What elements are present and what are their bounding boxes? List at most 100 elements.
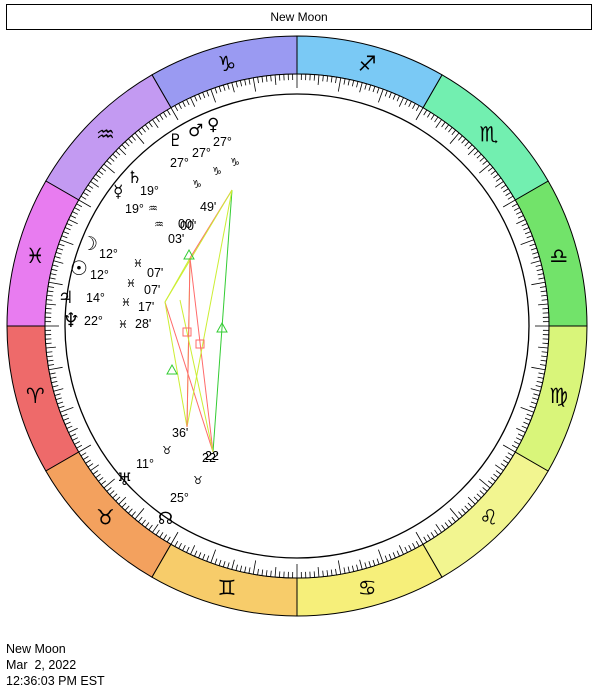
degree-tick bbox=[326, 570, 329, 577]
degree-tick bbox=[517, 433, 524, 437]
aspect-line bbox=[164, 189, 233, 303]
degree-tick bbox=[274, 74, 277, 85]
degree-tick bbox=[479, 163, 491, 174]
degree-tick bbox=[530, 247, 537, 251]
degree-tick bbox=[376, 87, 380, 94]
degree-tick bbox=[109, 490, 115, 495]
sign-glyph-aquarius: ♒︎ bbox=[96, 122, 115, 146]
degree-tick bbox=[124, 505, 130, 511]
degree-tick bbox=[326, 75, 329, 82]
trine-aspect-marker bbox=[166, 363, 178, 375]
planet-sign-saturn: ♒︎ bbox=[148, 202, 158, 215]
degree-tick bbox=[95, 473, 101, 478]
degree-tick bbox=[166, 109, 171, 116]
degree-tick bbox=[396, 95, 400, 102]
degree-tick bbox=[244, 566, 247, 573]
chart-footer: New Moon Mar 2, 2022 12:36:03 PM EST bbox=[6, 641, 105, 689]
degree-tick bbox=[261, 569, 264, 576]
planet-minute-mercury: 03' bbox=[168, 232, 184, 246]
degree-tick bbox=[537, 273, 544, 276]
degree-tick bbox=[516, 427, 526, 433]
degree-tick bbox=[206, 90, 210, 97]
degree-tick bbox=[531, 366, 546, 371]
sign-glyph-capricorn: ♑︎ bbox=[217, 52, 236, 76]
degree-tick bbox=[85, 188, 91, 193]
degree-tick bbox=[516, 219, 526, 225]
degree-tick bbox=[163, 112, 167, 118]
degree-tick bbox=[170, 107, 179, 121]
degree-tick bbox=[505, 192, 511, 196]
degree-tick bbox=[50, 273, 57, 276]
degree-tick bbox=[58, 243, 65, 247]
degree-tick bbox=[540, 290, 547, 293]
degree-tick bbox=[347, 566, 350, 573]
degree-tick bbox=[529, 243, 536, 247]
aspect-line bbox=[164, 301, 188, 428]
degree-tick bbox=[451, 516, 456, 523]
degree-tick bbox=[530, 401, 537, 405]
degree-tick bbox=[495, 181, 504, 188]
degree-tick bbox=[435, 524, 442, 533]
degree-tick bbox=[514, 207, 520, 211]
degree-tick bbox=[351, 80, 355, 87]
degree-tick bbox=[109, 157, 115, 162]
degree-tick bbox=[121, 144, 127, 150]
degree-tick bbox=[479, 490, 485, 495]
degree-tick bbox=[76, 203, 83, 208]
degree-tick bbox=[244, 79, 247, 86]
degree-tick bbox=[526, 413, 533, 417]
degree-tick bbox=[520, 239, 534, 245]
degree-tick bbox=[538, 277, 545, 280]
degree-tick bbox=[106, 487, 112, 492]
degree-tick bbox=[517, 215, 524, 219]
degree-tick bbox=[265, 75, 268, 82]
degree-tick bbox=[473, 496, 479, 502]
degree-tick bbox=[538, 372, 545, 375]
degree-tick bbox=[118, 496, 127, 505]
degree-tick bbox=[487, 480, 494, 485]
degree-tick bbox=[530, 260, 541, 264]
degree-tick bbox=[63, 417, 70, 421]
degree-tick bbox=[322, 570, 324, 577]
degree-tick bbox=[68, 219, 78, 225]
degree-tick bbox=[76, 444, 83, 449]
degree-tick bbox=[495, 464, 504, 471]
degree-tick bbox=[523, 227, 530, 231]
planet-minute-sun: 07' bbox=[144, 283, 160, 297]
degree-tick bbox=[182, 545, 186, 551]
degree-tick bbox=[159, 114, 164, 120]
degree-tick bbox=[514, 441, 520, 445]
degree-tick bbox=[378, 549, 384, 563]
degree-tick bbox=[521, 425, 528, 429]
degree-tick bbox=[261, 76, 264, 83]
degree-tick bbox=[537, 376, 544, 379]
degree-tick bbox=[47, 290, 54, 293]
degree-tick bbox=[412, 543, 416, 549]
degree-tick bbox=[131, 511, 136, 517]
degree-tick bbox=[163, 534, 167, 540]
degree-tick bbox=[356, 81, 359, 88]
degree-tick bbox=[206, 555, 210, 562]
degree-tick bbox=[218, 559, 222, 566]
degree-tick bbox=[398, 545, 404, 555]
degree-tick bbox=[524, 231, 531, 235]
degree-tick bbox=[317, 567, 320, 578]
planet-minute-pluto: 49' bbox=[200, 200, 216, 214]
degree-tick bbox=[415, 107, 424, 121]
degree-tick bbox=[539, 364, 546, 366]
degree-tick bbox=[145, 124, 150, 130]
degree-tick bbox=[128, 508, 133, 514]
degree-tick bbox=[166, 536, 171, 543]
degree-tick bbox=[493, 473, 499, 478]
planet-glyph-neptune: ♆ bbox=[62, 308, 80, 332]
degree-tick bbox=[57, 247, 64, 251]
planet-glyph-pluto: ♇ bbox=[168, 131, 183, 151]
degree-tick bbox=[270, 75, 272, 82]
degree-tick bbox=[74, 207, 80, 211]
degree-tick bbox=[134, 132, 145, 144]
degree-tick bbox=[408, 545, 412, 551]
planet-degree-uranus: 11° bbox=[136, 457, 154, 471]
degree-tick bbox=[100, 480, 107, 485]
aspect-line bbox=[186, 189, 233, 428]
planet-degree-saturn: 19° bbox=[140, 184, 159, 198]
